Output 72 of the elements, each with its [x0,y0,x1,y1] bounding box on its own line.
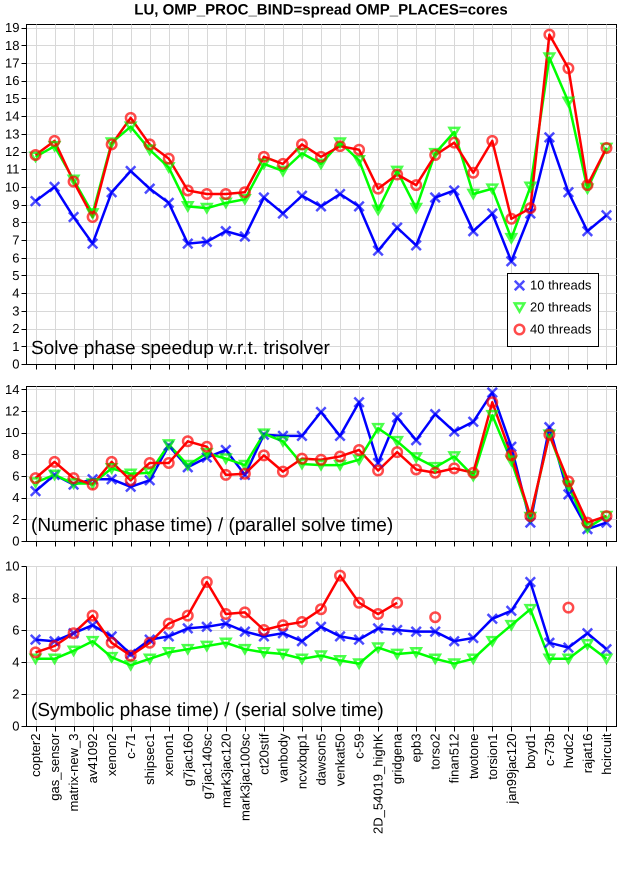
x-tick-label: twotone [466,734,481,780]
x-tick-label: c-71 [123,734,138,759]
y-tick-label: 19 [5,20,20,36]
x-tick-label: 2D_54019_highK [370,733,386,834]
x-tick-label: g7jac160 [180,734,196,786]
y-tick-label: 2 [12,321,20,336]
annotation: (Symbolic phase time) / (serial solve time) [31,700,384,721]
x-tick-label: finan512 [446,734,462,784]
chart-title: LU, OMP_PROC_BIND=spread OMP_PLACES=cores [134,2,508,19]
x-tick-label: xenon2 [104,734,120,776]
y-tick-label: 10 [5,425,20,440]
y-tick-label: 18 [5,38,20,53]
x-tick-label: boyd1 [522,734,538,769]
x-tick-label: torsion1 [484,734,500,780]
x-tick-label: gridgena [390,732,405,784]
y-tick-label: 10 [5,179,20,194]
y-tick-label: 4 [12,286,20,301]
x-tick-label: copter2 [28,734,44,777]
x-tick-label: g7jac140sc [199,733,214,800]
y-tick-label: 7 [12,232,20,248]
y-tick-label: 8 [12,590,20,606]
y-tick-label: 11 [6,162,20,177]
y-tick-label: 4 [12,490,20,506]
y-tick-label: 10 [5,558,20,574]
y-tick-label: 16 [5,73,20,88]
y-tick-label: 2 [12,686,20,702]
y-tick-label: 14 [5,382,20,397]
y-tick-label: 3 [12,303,20,318]
y-tick-label: 8 [12,446,20,462]
y-tick-label: 17 [5,55,20,70]
y-tick-label: 13 [5,126,20,142]
x-tick-label: rajat16 [580,734,595,774]
y-tick-label: 6 [12,250,20,266]
legend-label: 20 threads [530,300,592,314]
x-tick-label: av41092 [85,734,100,784]
x-tick-label: c-73b [542,734,557,766]
y-tick-label: 14 [5,108,20,124]
y-tick-label: 4 [12,654,20,670]
x-tick-label: hvdc2 [560,734,576,768]
y-tick-label: 9 [12,197,20,212]
y-tick-label: 8 [12,214,20,230]
annotation: (Numeric phase time) / (parallel solve time) [31,515,394,536]
x-tick-label: torso2 [428,734,443,770]
legend-label: 40 threads [530,322,592,336]
y-tick-label: 0 [12,356,20,372]
y-tick-label: 12 [5,144,20,159]
x-tick-label: matrix-new_3 [66,734,82,812]
y-tick-label: 1 [12,338,20,354]
y-tick-label: 5 [12,268,20,283]
x-tick-label: dawson5 [314,734,328,786]
y-tick-label: 6 [12,622,20,638]
x-tick-label: ct20stif [256,733,272,775]
x-tick-label: gas_sensor [47,732,62,801]
legend-label: 10 threads [530,278,592,292]
x-tick-label: mark3jac120 [218,734,234,808]
x-tick-label: xenon1 [161,734,176,776]
x-tick-label: vanbody [275,733,290,783]
y-tick-label: 0 [12,534,20,548]
x-tick-label: ncvxbqp1 [294,734,310,790]
x-tick-label: jan99jac120 [504,734,519,805]
x-tick-label: venkat50 [332,734,348,786]
annotation: Solve phase speedup w.r.t. trisolver [31,338,331,359]
y-tick-label: 12 [5,403,20,418]
y-tick-label: 2 [12,512,20,527]
y-tick-label: 6 [12,468,20,484]
x-tick-label: epb3 [408,734,424,762]
x-tick-label: hcircuit [598,733,614,775]
x-tick-label: shipsec1 [142,734,158,785]
y-tick-label: 0 [12,718,20,734]
x-tick-label: c-59 [352,734,367,759]
y-tick-label: 15 [5,90,20,106]
x-tick-label: mark3jac100sc [237,733,252,821]
